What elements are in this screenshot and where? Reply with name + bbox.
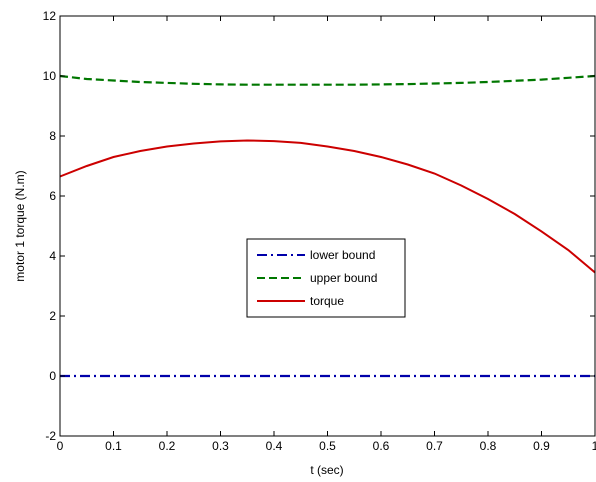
x-tick-label: 0.3 bbox=[212, 439, 229, 453]
x-axis-ticks: 0 0.1 0.2 0.3 0.4 0.5 0.6 0.7 0.8 0.9 1 bbox=[57, 16, 596, 453]
x-tick-label: 1 bbox=[592, 439, 596, 453]
y-tick-label: 10 bbox=[43, 69, 57, 83]
series-layer bbox=[59, 74, 596, 378]
y-tick-label: -2 bbox=[45, 429, 56, 443]
series-line-upper-bound bbox=[59, 74, 596, 86]
x-tick-label: 0.8 bbox=[480, 439, 497, 453]
x-axis-label: t (sec) bbox=[310, 463, 343, 477]
x-tick-label: 0.6 bbox=[373, 439, 390, 453]
y-axis-label: motor 1 torque (N.m) bbox=[13, 170, 27, 281]
y-tick-label: 8 bbox=[49, 129, 56, 143]
y-tick-label: 6 bbox=[49, 189, 56, 203]
y-tick-label: 12 bbox=[43, 9, 57, 23]
x-tick-label: 0.4 bbox=[266, 439, 283, 453]
series-line-torque bbox=[59, 139, 596, 274]
y-axis-ticks: -2 0 2 4 6 8 10 12 bbox=[43, 9, 595, 443]
x-tick-label: 0.5 bbox=[319, 439, 336, 453]
x-tick-label: 0.1 bbox=[105, 439, 122, 453]
legend-label: torque bbox=[310, 294, 344, 308]
y-tick-label: 4 bbox=[49, 249, 56, 263]
legend-label: lower bound bbox=[310, 248, 375, 262]
y-tick-label: 2 bbox=[49, 309, 56, 323]
y-tick-label: 0 bbox=[49, 369, 56, 383]
plot-area bbox=[60, 16, 595, 436]
x-tick-label: 0 bbox=[57, 439, 64, 453]
legend-label: upper bound bbox=[310, 271, 377, 285]
x-tick-label: 0.9 bbox=[533, 439, 550, 453]
x-tick-label: 0.7 bbox=[426, 439, 443, 453]
x-tick-label: 0.2 bbox=[159, 439, 176, 453]
legend: lower bound upper bound torque bbox=[246, 238, 406, 318]
